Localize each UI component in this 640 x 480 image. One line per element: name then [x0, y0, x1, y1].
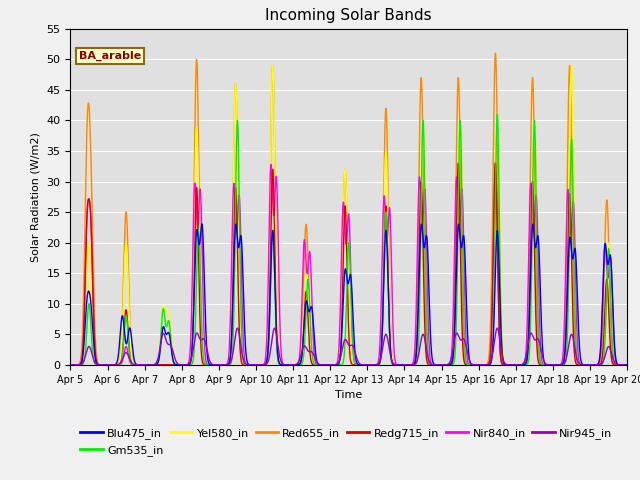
Nir945_in: [621, 362, 629, 368]
Redg715_in: [67, 362, 74, 368]
Nir840_in: [505, 362, 513, 368]
Redg715_in: [157, 362, 165, 368]
Gm535_in: [186, 362, 193, 368]
Gm535_in: [426, 360, 433, 366]
Red655_in: [623, 362, 631, 368]
Nir945_in: [186, 360, 193, 366]
Gm535_in: [623, 362, 631, 368]
Line: Yel580_in: Yel580_in: [70, 65, 627, 365]
Red655_in: [426, 361, 433, 367]
Line: Blu475_in: Blu475_in: [70, 224, 627, 365]
Red655_in: [621, 362, 629, 368]
Red655_in: [275, 351, 283, 357]
Yel580_in: [275, 350, 283, 356]
Blu475_in: [505, 362, 513, 368]
Line: Gm535_in: Gm535_in: [70, 114, 627, 365]
Nir945_in: [67, 362, 74, 368]
Gm535_in: [180, 362, 188, 368]
Yel580_in: [186, 359, 193, 365]
Gm535_in: [275, 360, 283, 366]
Yel580_in: [568, 62, 575, 68]
Nir945_in: [275, 349, 283, 355]
Red655_in: [157, 362, 165, 368]
Yel580_in: [426, 357, 433, 362]
Yel580_in: [67, 362, 74, 368]
Nir840_in: [156, 362, 164, 368]
Red655_in: [492, 50, 499, 56]
Red655_in: [186, 358, 193, 363]
Line: Nir840_in: Nir840_in: [70, 163, 627, 365]
Redg715_in: [505, 362, 513, 368]
Nir945_in: [180, 362, 188, 368]
Blu475_in: [186, 361, 193, 367]
Blu475_in: [426, 313, 434, 319]
Nir945_in: [426, 360, 433, 365]
Nir840_in: [186, 355, 193, 360]
Redg715_in: [623, 362, 631, 368]
Legend: Blu475_in, Gm535_in, Yel580_in, Red655_in, Redg715_in, Nir840_in, Nir945_in: Blu475_in, Gm535_in, Yel580_in, Red655_i…: [76, 424, 617, 460]
Blu475_in: [198, 221, 205, 227]
Nir840_in: [180, 362, 188, 368]
Gm535_in: [324, 362, 332, 368]
Blu475_in: [623, 362, 631, 368]
Blu475_in: [621, 362, 629, 368]
Line: Nir945_in: Nir945_in: [70, 328, 627, 365]
Blu475_in: [275, 359, 283, 365]
Nir840_in: [426, 351, 433, 357]
Nir945_in: [493, 325, 501, 331]
Redg715_in: [180, 362, 188, 368]
Red655_in: [67, 362, 74, 368]
Redg715_in: [621, 362, 629, 368]
X-axis label: Time: Time: [335, 390, 362, 400]
Redg715_in: [492, 160, 499, 166]
Redg715_in: [186, 361, 193, 367]
Gm535_in: [493, 111, 501, 117]
Red655_in: [180, 362, 188, 368]
Nir945_in: [623, 362, 631, 368]
Yel580_in: [362, 362, 369, 368]
Line: Red655_in: Red655_in: [70, 53, 627, 365]
Gm535_in: [505, 362, 513, 368]
Blu475_in: [67, 362, 74, 368]
Redg715_in: [426, 362, 433, 368]
Y-axis label: Solar Radiation (W/m2): Solar Radiation (W/m2): [31, 132, 41, 262]
Nir840_in: [275, 274, 283, 280]
Yel580_in: [623, 362, 631, 368]
Nir840_in: [492, 160, 499, 166]
Nir840_in: [621, 362, 629, 368]
Blu475_in: [364, 362, 372, 368]
Nir840_in: [67, 362, 74, 368]
Blu475_in: [180, 362, 188, 368]
Title: Incoming Solar Bands: Incoming Solar Bands: [266, 9, 432, 24]
Gm535_in: [67, 362, 74, 368]
Nir945_in: [505, 362, 513, 368]
Text: BA_arable: BA_arable: [79, 51, 141, 61]
Yel580_in: [180, 362, 188, 368]
Red655_in: [505, 362, 513, 368]
Gm535_in: [621, 362, 629, 368]
Line: Redg715_in: Redg715_in: [70, 163, 627, 365]
Yel580_in: [621, 362, 629, 368]
Nir840_in: [623, 362, 631, 368]
Yel580_in: [505, 362, 513, 368]
Redg715_in: [275, 360, 283, 366]
